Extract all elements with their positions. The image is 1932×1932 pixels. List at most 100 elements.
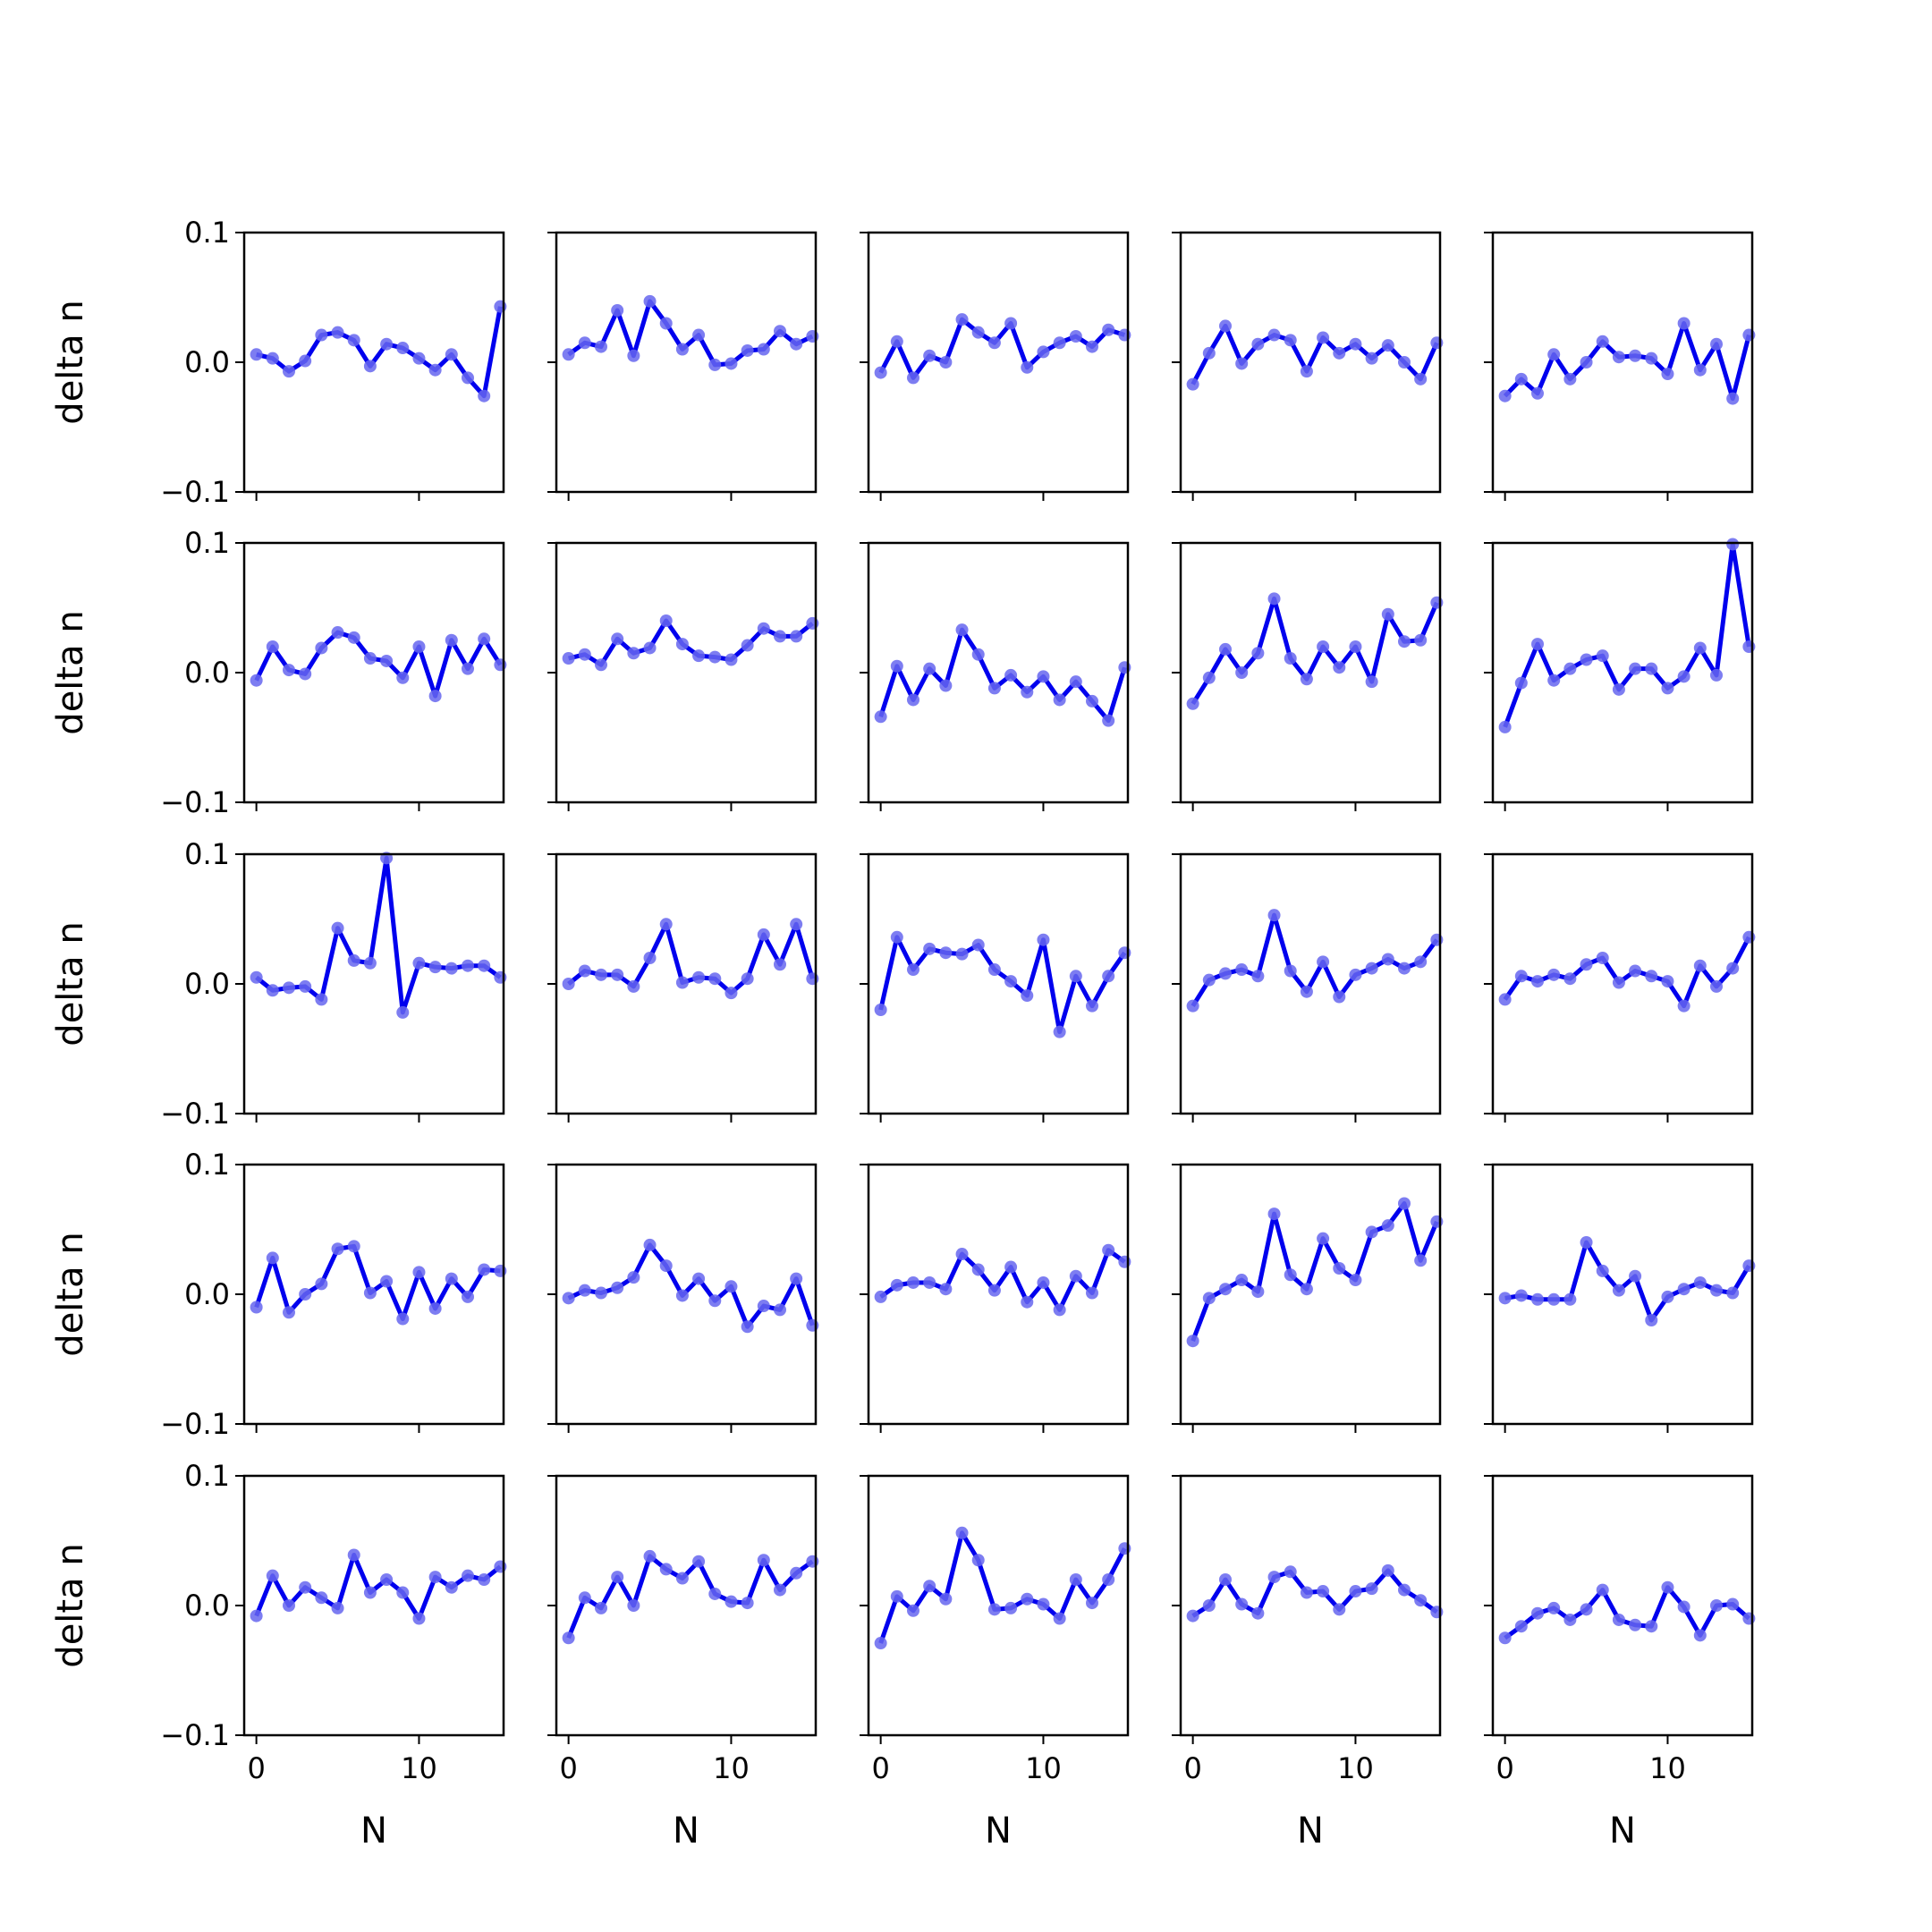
data-point (1069, 970, 1082, 983)
data-point (363, 1286, 377, 1300)
data-point (741, 639, 754, 652)
data-point (445, 348, 458, 361)
data-point (1726, 392, 1740, 405)
data-point (1677, 317, 1690, 330)
y-tick-label: 0.1 (184, 526, 230, 560)
data-point (1365, 675, 1378, 689)
data-point (1251, 1606, 1265, 1620)
data-point (494, 300, 507, 313)
data-point (1531, 1606, 1544, 1620)
data-point (1251, 337, 1265, 351)
x-axis-label: N (673, 1810, 699, 1852)
panel-r0-c2 (860, 231, 1131, 501)
data-point (266, 984, 279, 997)
data-point (412, 640, 426, 653)
data-point (890, 659, 903, 673)
data-point (1629, 1269, 1642, 1283)
data-point (1677, 999, 1690, 1013)
data-point (907, 963, 919, 977)
data-point (1235, 357, 1249, 370)
x-tick-label: 0 (871, 1751, 889, 1785)
y-axis-label: delta n (50, 610, 91, 734)
data-point (1037, 933, 1050, 946)
axes-frame (867, 231, 1130, 494)
data-point (987, 682, 1001, 695)
panel-r4-c4: 0 10 N (1484, 1474, 1756, 1852)
data-point (1398, 962, 1411, 975)
series-line (254, 630, 503, 699)
data-point (478, 959, 491, 972)
data-point (1742, 328, 1756, 342)
data-point (462, 371, 474, 385)
data-point (1710, 1599, 1723, 1612)
data-point (478, 389, 491, 402)
data-point (1645, 352, 1658, 365)
data-point (643, 294, 657, 308)
data-point (1381, 953, 1394, 966)
data-point (939, 356, 953, 369)
data-point (724, 357, 738, 370)
data-point (380, 337, 394, 351)
series-line (567, 299, 814, 368)
data-point (987, 963, 1001, 977)
data-point (363, 652, 377, 665)
data-point (1069, 1573, 1082, 1586)
data-point (428, 1571, 442, 1584)
data-point (757, 622, 770, 635)
data-point (1004, 317, 1018, 330)
data-point (987, 1284, 1001, 1297)
data-point (1629, 662, 1642, 675)
axes-frame (242, 1474, 505, 1737)
data-point (790, 918, 803, 931)
panel-r2-c0: 0.1 0.0 −0.1 delta n (50, 837, 507, 1131)
x-tick-label: 0 (1496, 1751, 1513, 1785)
data-point (1430, 336, 1444, 350)
data-point (347, 334, 360, 347)
data-point (1317, 955, 1330, 969)
data-point (659, 918, 673, 931)
data-point (494, 658, 507, 672)
data-point (1414, 1594, 1428, 1607)
data-point (806, 616, 819, 630)
data-point (315, 328, 328, 342)
data-point (1726, 538, 1740, 551)
data-point (1021, 1295, 1034, 1309)
data-point (1069, 1269, 1082, 1283)
data-point (724, 653, 738, 666)
data-point (1547, 348, 1561, 361)
data-point (445, 633, 458, 647)
data-point (1219, 319, 1232, 333)
data-point (1498, 993, 1512, 1006)
data-point (1102, 323, 1115, 336)
axes-frame (242, 231, 505, 494)
data-point (1300, 365, 1313, 378)
data-point (331, 1601, 344, 1614)
data-point (478, 1263, 491, 1276)
x-tick-label: 10 (1649, 1751, 1686, 1785)
data-point (283, 1306, 295, 1319)
data-point (1004, 1601, 1018, 1614)
y-axis-label: delta n (50, 921, 91, 1046)
y-axis-label: delta n (50, 300, 91, 424)
y-tick-label: −0.1 (160, 1097, 230, 1131)
data-point (1498, 720, 1512, 733)
data-point (1693, 363, 1707, 377)
data-point (595, 1286, 607, 1300)
data-point (1365, 1225, 1378, 1239)
panel-r1-c3 (1172, 541, 1444, 811)
data-point (1596, 335, 1609, 348)
data-point (1726, 962, 1740, 975)
panel-r3-c2 (860, 1163, 1131, 1433)
panel-r0-c1 (547, 231, 819, 501)
axes-frame (1491, 1163, 1754, 1426)
data-point (1612, 976, 1625, 989)
data-point (692, 328, 706, 342)
data-point (643, 1238, 657, 1251)
data-point (774, 1303, 786, 1317)
data-point (396, 1005, 410, 1019)
data-point (1053, 1612, 1066, 1625)
data-point (562, 348, 575, 361)
data-point (266, 640, 279, 653)
data-point (907, 371, 919, 385)
